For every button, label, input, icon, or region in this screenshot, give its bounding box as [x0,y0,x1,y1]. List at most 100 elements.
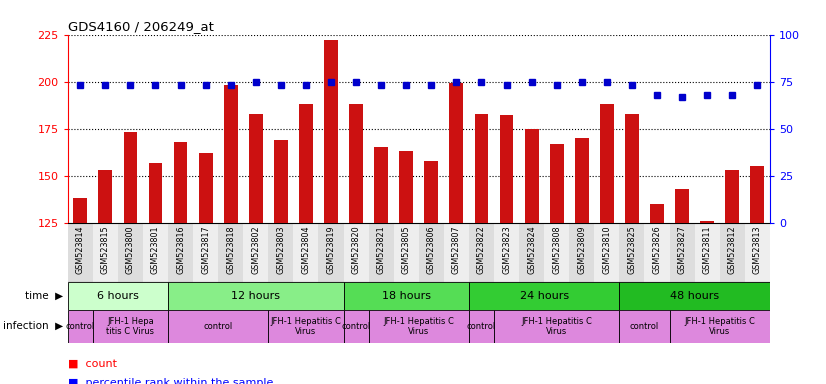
Bar [544,223,569,282]
Bar [349,104,363,223]
Bar [475,114,488,223]
Text: GSM523805: GSM523805 [401,226,411,274]
Text: GSM523814: GSM523814 [76,226,85,274]
Bar [68,310,93,343]
Bar [299,104,313,223]
Text: JFH-1 Hepatitis C
Virus: JFH-1 Hepatitis C Virus [270,316,341,336]
Bar [68,223,93,282]
Bar [168,282,344,310]
Bar [670,310,770,343]
Text: GSM523806: GSM523806 [427,226,436,274]
Bar [525,129,539,223]
Bar [268,223,293,282]
Bar [650,204,664,223]
Text: GSM523809: GSM523809 [577,226,586,274]
Bar [695,223,719,282]
Bar [344,282,469,310]
Text: 18 hours: 18 hours [382,291,430,301]
Text: GSM523827: GSM523827 [677,226,686,275]
Text: ■  percentile rank within the sample: ■ percentile rank within the sample [68,378,273,384]
Bar [519,223,544,282]
Text: JFH-1 Hepatitis C
Virus: JFH-1 Hepatitis C Virus [383,316,454,336]
Bar [293,223,319,282]
Bar [93,310,168,343]
Bar [469,223,494,282]
Bar [469,310,494,343]
Text: 24 hours: 24 hours [520,291,569,301]
Text: JFH-1 Hepa
titis C Virus: JFH-1 Hepa titis C Virus [107,316,154,336]
Bar [243,223,268,282]
Text: GSM523818: GSM523818 [226,226,235,274]
Bar [569,223,595,282]
Text: infection  ▶: infection ▶ [3,321,64,331]
Bar [494,310,620,343]
Bar [124,132,137,223]
Text: GDS4160 / 206249_at: GDS4160 / 206249_at [68,20,214,33]
Bar [168,223,193,282]
Bar [394,223,419,282]
Text: GSM523820: GSM523820 [352,226,361,274]
Text: GSM523808: GSM523808 [553,226,561,274]
Bar [344,310,368,343]
Bar [750,166,764,223]
Text: GSM523813: GSM523813 [752,226,762,274]
Text: control: control [203,322,233,331]
Text: GSM523823: GSM523823 [502,226,511,274]
Text: GSM523816: GSM523816 [176,226,185,274]
Bar [620,223,644,282]
Text: GSM523803: GSM523803 [277,226,285,274]
Text: 12 hours: 12 hours [231,291,280,301]
Bar [319,223,344,282]
Bar [444,223,469,282]
Text: ■  count: ■ count [68,359,116,369]
Bar [419,223,444,282]
Text: GSM523817: GSM523817 [202,226,210,274]
Bar [368,310,469,343]
Bar [719,223,745,282]
Bar [625,114,638,223]
Bar [143,223,168,282]
Bar [725,170,739,223]
Text: GSM523812: GSM523812 [728,226,737,274]
Bar [449,83,463,223]
Bar [93,223,118,282]
Bar [595,223,620,282]
Text: GSM523825: GSM523825 [628,226,636,275]
Bar [644,223,670,282]
Bar [550,144,563,223]
Bar [193,223,218,282]
Text: control: control [467,322,496,331]
Text: GSM523810: GSM523810 [602,226,611,274]
Text: GSM523826: GSM523826 [653,226,662,274]
Bar [74,198,88,223]
Bar [575,138,589,223]
Text: GSM523804: GSM523804 [301,226,311,274]
Bar [399,151,413,223]
Text: GSM523821: GSM523821 [377,226,386,274]
Bar [149,162,163,223]
Text: control: control [630,322,659,331]
Bar [425,161,439,223]
Bar [374,147,388,223]
Bar [249,114,263,223]
Bar [368,223,394,282]
Text: control: control [65,322,95,331]
Bar [700,221,714,223]
Bar [469,282,620,310]
Text: GSM523822: GSM523822 [477,226,486,275]
Bar [344,223,368,282]
Text: GSM523811: GSM523811 [703,226,712,274]
Text: GSM523800: GSM523800 [126,226,135,274]
Text: GSM523815: GSM523815 [101,226,110,274]
Bar [500,116,514,223]
Bar [268,310,344,343]
Bar [745,223,770,282]
Bar [670,223,695,282]
Bar [118,223,143,282]
Text: JFH-1 Hepatitis C
Virus: JFH-1 Hepatitis C Virus [684,316,755,336]
Bar [168,310,268,343]
Text: GSM523824: GSM523824 [527,226,536,274]
Bar [620,282,770,310]
Text: GSM523801: GSM523801 [151,226,160,274]
Text: time  ▶: time ▶ [26,291,64,301]
